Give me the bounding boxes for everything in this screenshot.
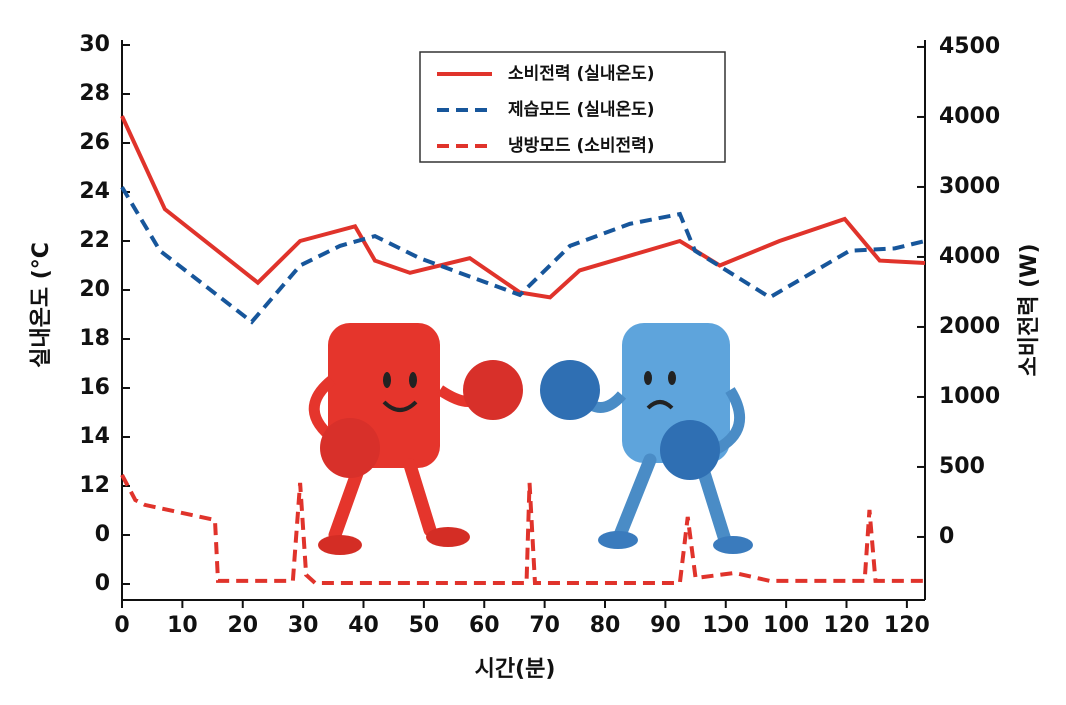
x-tick-label: 100 [763,613,809,638]
legend-label: 냉방모드 (소비전력) [508,136,655,156]
y-tick-label: 18 [79,326,110,351]
x-axis-label: 시간(분) [475,657,556,682]
y-tick-label: 16 [79,375,110,400]
y2-tick-label: 2000 [939,314,1000,339]
y2-tick-label: 4000 [939,244,1000,269]
y2-tick-label: 3000 [939,174,1000,199]
x-tick-label: 30 [288,613,319,638]
y2-tick-label: 0 [939,524,954,549]
y-tick-label: 12 [79,473,110,498]
y-tick-label: 30 [79,32,110,57]
x-tick-label: 120 [824,613,870,638]
y-tick-label: 0 [95,571,110,596]
y-tick-label: 26 [79,130,110,155]
x-tick-label: 60 [469,613,500,638]
y-tick-label: 24 [79,179,110,204]
y-tick-label: 20 [79,277,110,302]
x-tick-label: 20 [227,613,258,638]
y-axis-label: 실내온도 (°C [29,242,54,368]
series-line [120,186,926,325]
legend-label: 제습모드 (실내온도) [508,100,655,120]
legend-box [419,51,726,163]
x-tick-label: 120 [884,613,930,638]
y2-axis-label: 소비전력 (W) [1017,244,1042,377]
y-tick-label: 0 [95,522,110,547]
decoration [308,323,753,555]
x-tick-label: 70 [529,613,560,638]
x-tick-label: 80 [590,613,621,638]
legend-label: 소비전력 (실내온도) [508,64,655,84]
x-tick-label: 50 [409,613,440,638]
x-tick-label: 1Ɔ0 [702,613,749,638]
x-tick-label: 0 [114,613,129,638]
y-tick-label: 28 [79,81,110,106]
y2-tick-label: 4500 [939,34,1000,59]
y2-tick-label: 1000 [939,384,1000,409]
y-tick-label: 22 [79,228,110,253]
x-tick-label: 90 [650,613,681,638]
series-line [120,474,925,586]
y2-tick-label: 4000 [939,104,1000,129]
x-tick-label: 10 [167,613,198,638]
x-tick-label: 40 [348,613,379,638]
y-tick-label: 14 [79,424,110,449]
y2-tick-label: 500 [939,454,985,479]
